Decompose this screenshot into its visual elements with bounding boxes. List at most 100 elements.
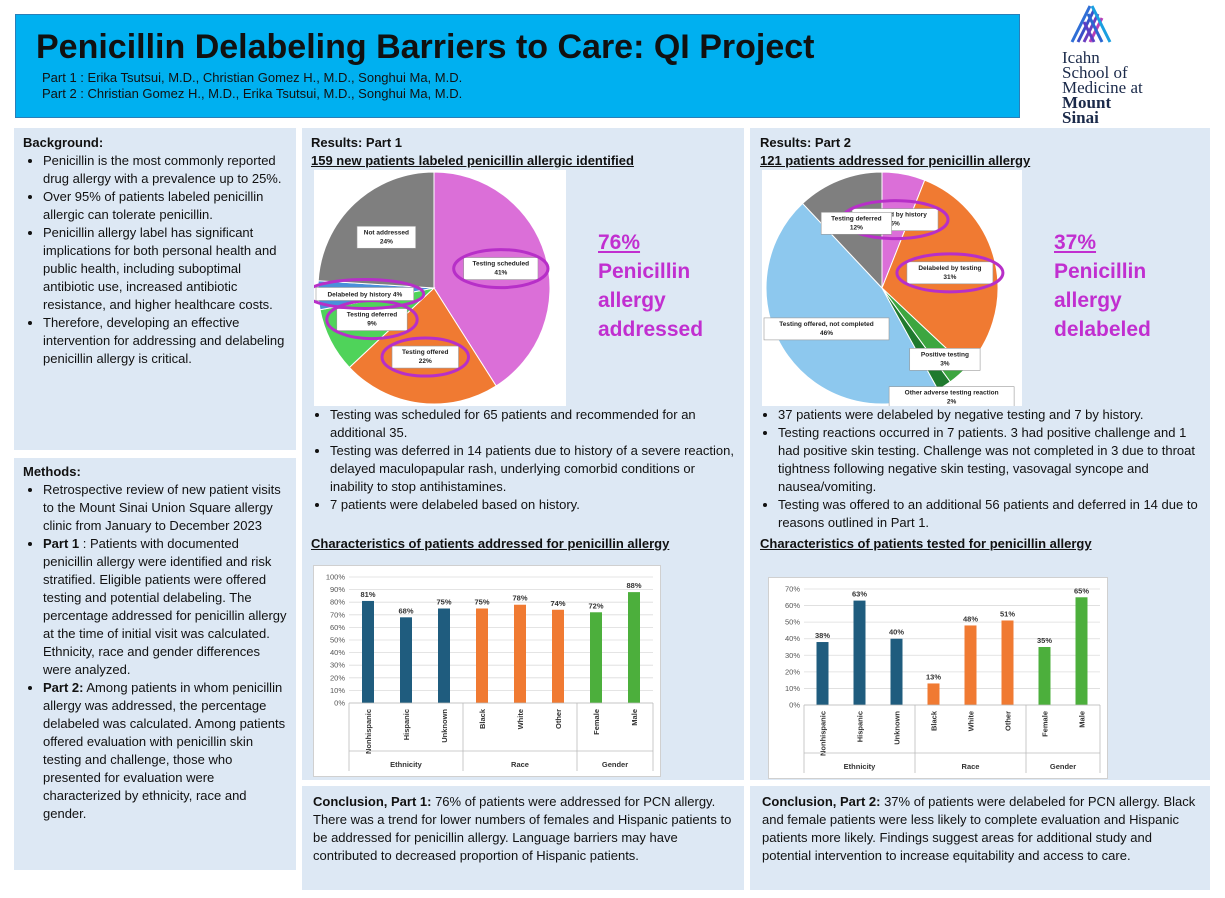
- y-tick-label: 0%: [789, 701, 800, 710]
- logo-text: Icahn School of Medicine at Mount Sinai: [1062, 48, 1143, 127]
- bar: [853, 600, 866, 705]
- group-label: Race: [962, 762, 980, 771]
- value-label: 38%: [815, 631, 830, 640]
- value-label: 3%: [940, 360, 950, 367]
- bar-chart: 0% 10% 20% 30% 40% 50% 60% 70% 80% 90% 100% 81% Nonh…: [313, 565, 661, 777]
- x-tick-label: White: [516, 709, 525, 729]
- x-tick-label: Black: [930, 710, 939, 731]
- bar: [400, 617, 412, 703]
- label-box: [463, 257, 539, 280]
- highlight-ring: [452, 248, 550, 290]
- value-label: 12%: [850, 224, 863, 231]
- category-name: Delabeled by history 4%: [327, 291, 402, 298]
- value-label: 63%: [852, 590, 867, 599]
- background-panel: [14, 128, 296, 450]
- x-tick-label: Unknown: [440, 709, 449, 743]
- y-tick-label: 90%: [330, 585, 345, 594]
- label-box: [356, 225, 417, 249]
- conclusion: Conclusion, Part 1: 76% of patients were…: [313, 793, 738, 865]
- y-tick-label: 80%: [330, 598, 345, 607]
- bar: [1075, 597, 1088, 705]
- label-box: [909, 348, 981, 371]
- group-label: Gender: [602, 760, 628, 769]
- x-tick-label: Other: [554, 709, 563, 729]
- logo-line: Icahn: [1062, 48, 1100, 67]
- author-line: Part 2 : Christian Gomez H., M.D., Erika…: [42, 86, 463, 101]
- conclusion-text: 37% of patients were delabeled for PCN a…: [762, 794, 1196, 863]
- callout-text: Penicillin allergy delabeled: [1054, 260, 1151, 341]
- subheading: Characteristics of patients tested for p…: [760, 536, 1092, 551]
- group-label: Race: [511, 760, 529, 769]
- y-tick-label: 20%: [330, 673, 345, 682]
- bar: [590, 612, 602, 703]
- label-box: [888, 386, 1015, 406]
- x-tick-label: Hispanic: [402, 709, 411, 740]
- slice-label: Delabeled by history 6%: [863, 212, 927, 228]
- x-tick-label: Female: [1041, 711, 1050, 737]
- label-box: [820, 211, 892, 235]
- category-name: Testing offered, not completed: [779, 321, 874, 328]
- subheading: Characteristics of patients addressed fo…: [311, 536, 670, 551]
- slice-label: Testing scheduled 41%: [473, 261, 530, 277]
- x-tick-label: Hispanic: [856, 711, 865, 742]
- logo-line: Mount: [1062, 93, 1112, 112]
- slice-label: Testing deferred 12%: [831, 215, 881, 231]
- label-box: [391, 345, 459, 369]
- category-name: Delabeled by history: [863, 212, 927, 219]
- bullet-list: Retrospective review of new patient visi…: [23, 481, 291, 823]
- bullet-lead: Part 2:: [43, 680, 84, 695]
- category-name: Testing scheduled: [473, 261, 530, 268]
- value-label: 6%: [890, 221, 900, 228]
- y-tick-label: 30%: [330, 661, 345, 670]
- y-tick-label: 30%: [785, 651, 800, 660]
- logo-line: School of: [1062, 63, 1128, 82]
- heading: Background:: [23, 135, 104, 150]
- value-label: 46%: [820, 330, 833, 337]
- x-tick-label: White: [967, 711, 976, 731]
- value-label: 41%: [494, 270, 507, 277]
- bullet: 37 patients were delabeled by negative t…: [778, 406, 1206, 424]
- bar: [964, 625, 977, 705]
- header-bar: [15, 14, 1020, 118]
- logo-line: Sinai: [1062, 108, 1099, 127]
- value-label: 13%: [926, 672, 941, 681]
- bullet: Therefore, developing an effective inter…: [43, 314, 291, 368]
- category-name: Delabeled by testing: [918, 265, 981, 272]
- group-label: Gender: [1050, 762, 1076, 771]
- y-tick-label: 10%: [330, 686, 345, 695]
- bullet: Over 95% of patients labeled penicillin …: [43, 188, 291, 224]
- results-bullets: Testing was scheduled for 65 patients an…: [310, 406, 740, 514]
- methods-panel: [14, 458, 296, 870]
- value-label: 88%: [626, 581, 641, 590]
- x-tick-label: Black: [478, 708, 487, 729]
- slice-label: Other adverse testing reaction 2%: [905, 390, 999, 406]
- bar: [1038, 647, 1051, 705]
- value-label: 40%: [889, 628, 904, 637]
- bullet-text: : Patients with documented penicillin al…: [43, 536, 287, 677]
- callout: 76% Penicillin allergy addressed: [598, 228, 728, 344]
- x-tick-label: Male: [630, 709, 639, 726]
- subheading: 159 new patients labeled penicillin alle…: [311, 153, 634, 168]
- bullet: 7 patients were delabeled based on histo…: [330, 496, 740, 514]
- callout: 37% Penicillin allergy delabeled: [1054, 228, 1194, 344]
- value-label: 35%: [1037, 636, 1052, 645]
- conclusion-lead: Conclusion, Part 1:: [313, 794, 432, 809]
- category-name: Other adverse testing reaction: [905, 390, 999, 397]
- slice-label: Testing deferred 9%: [347, 312, 397, 328]
- author-line: Part 1 : Erika Tsutsui, M.D., Christian …: [42, 70, 463, 85]
- y-tick-label: 70%: [785, 585, 800, 594]
- value-label: 48%: [963, 614, 978, 623]
- bar: [552, 609, 564, 703]
- value-label: 51%: [1000, 609, 1015, 618]
- value-label: 68%: [398, 606, 413, 615]
- bullet-list: Testing was scheduled for 65 patients an…: [310, 406, 740, 514]
- y-tick-label: 60%: [330, 623, 345, 632]
- value-label: 22%: [419, 358, 432, 365]
- background-section: Background: Penicillin is the most commo…: [23, 134, 291, 368]
- conclusion: Conclusion, Part 2: 37% of patients were…: [762, 793, 1202, 865]
- y-tick-label: 20%: [785, 667, 800, 676]
- bullet-text: Among patients in whom penicillin allerg…: [43, 680, 286, 821]
- bar: [438, 608, 450, 703]
- group-label: Ethnicity: [390, 760, 422, 769]
